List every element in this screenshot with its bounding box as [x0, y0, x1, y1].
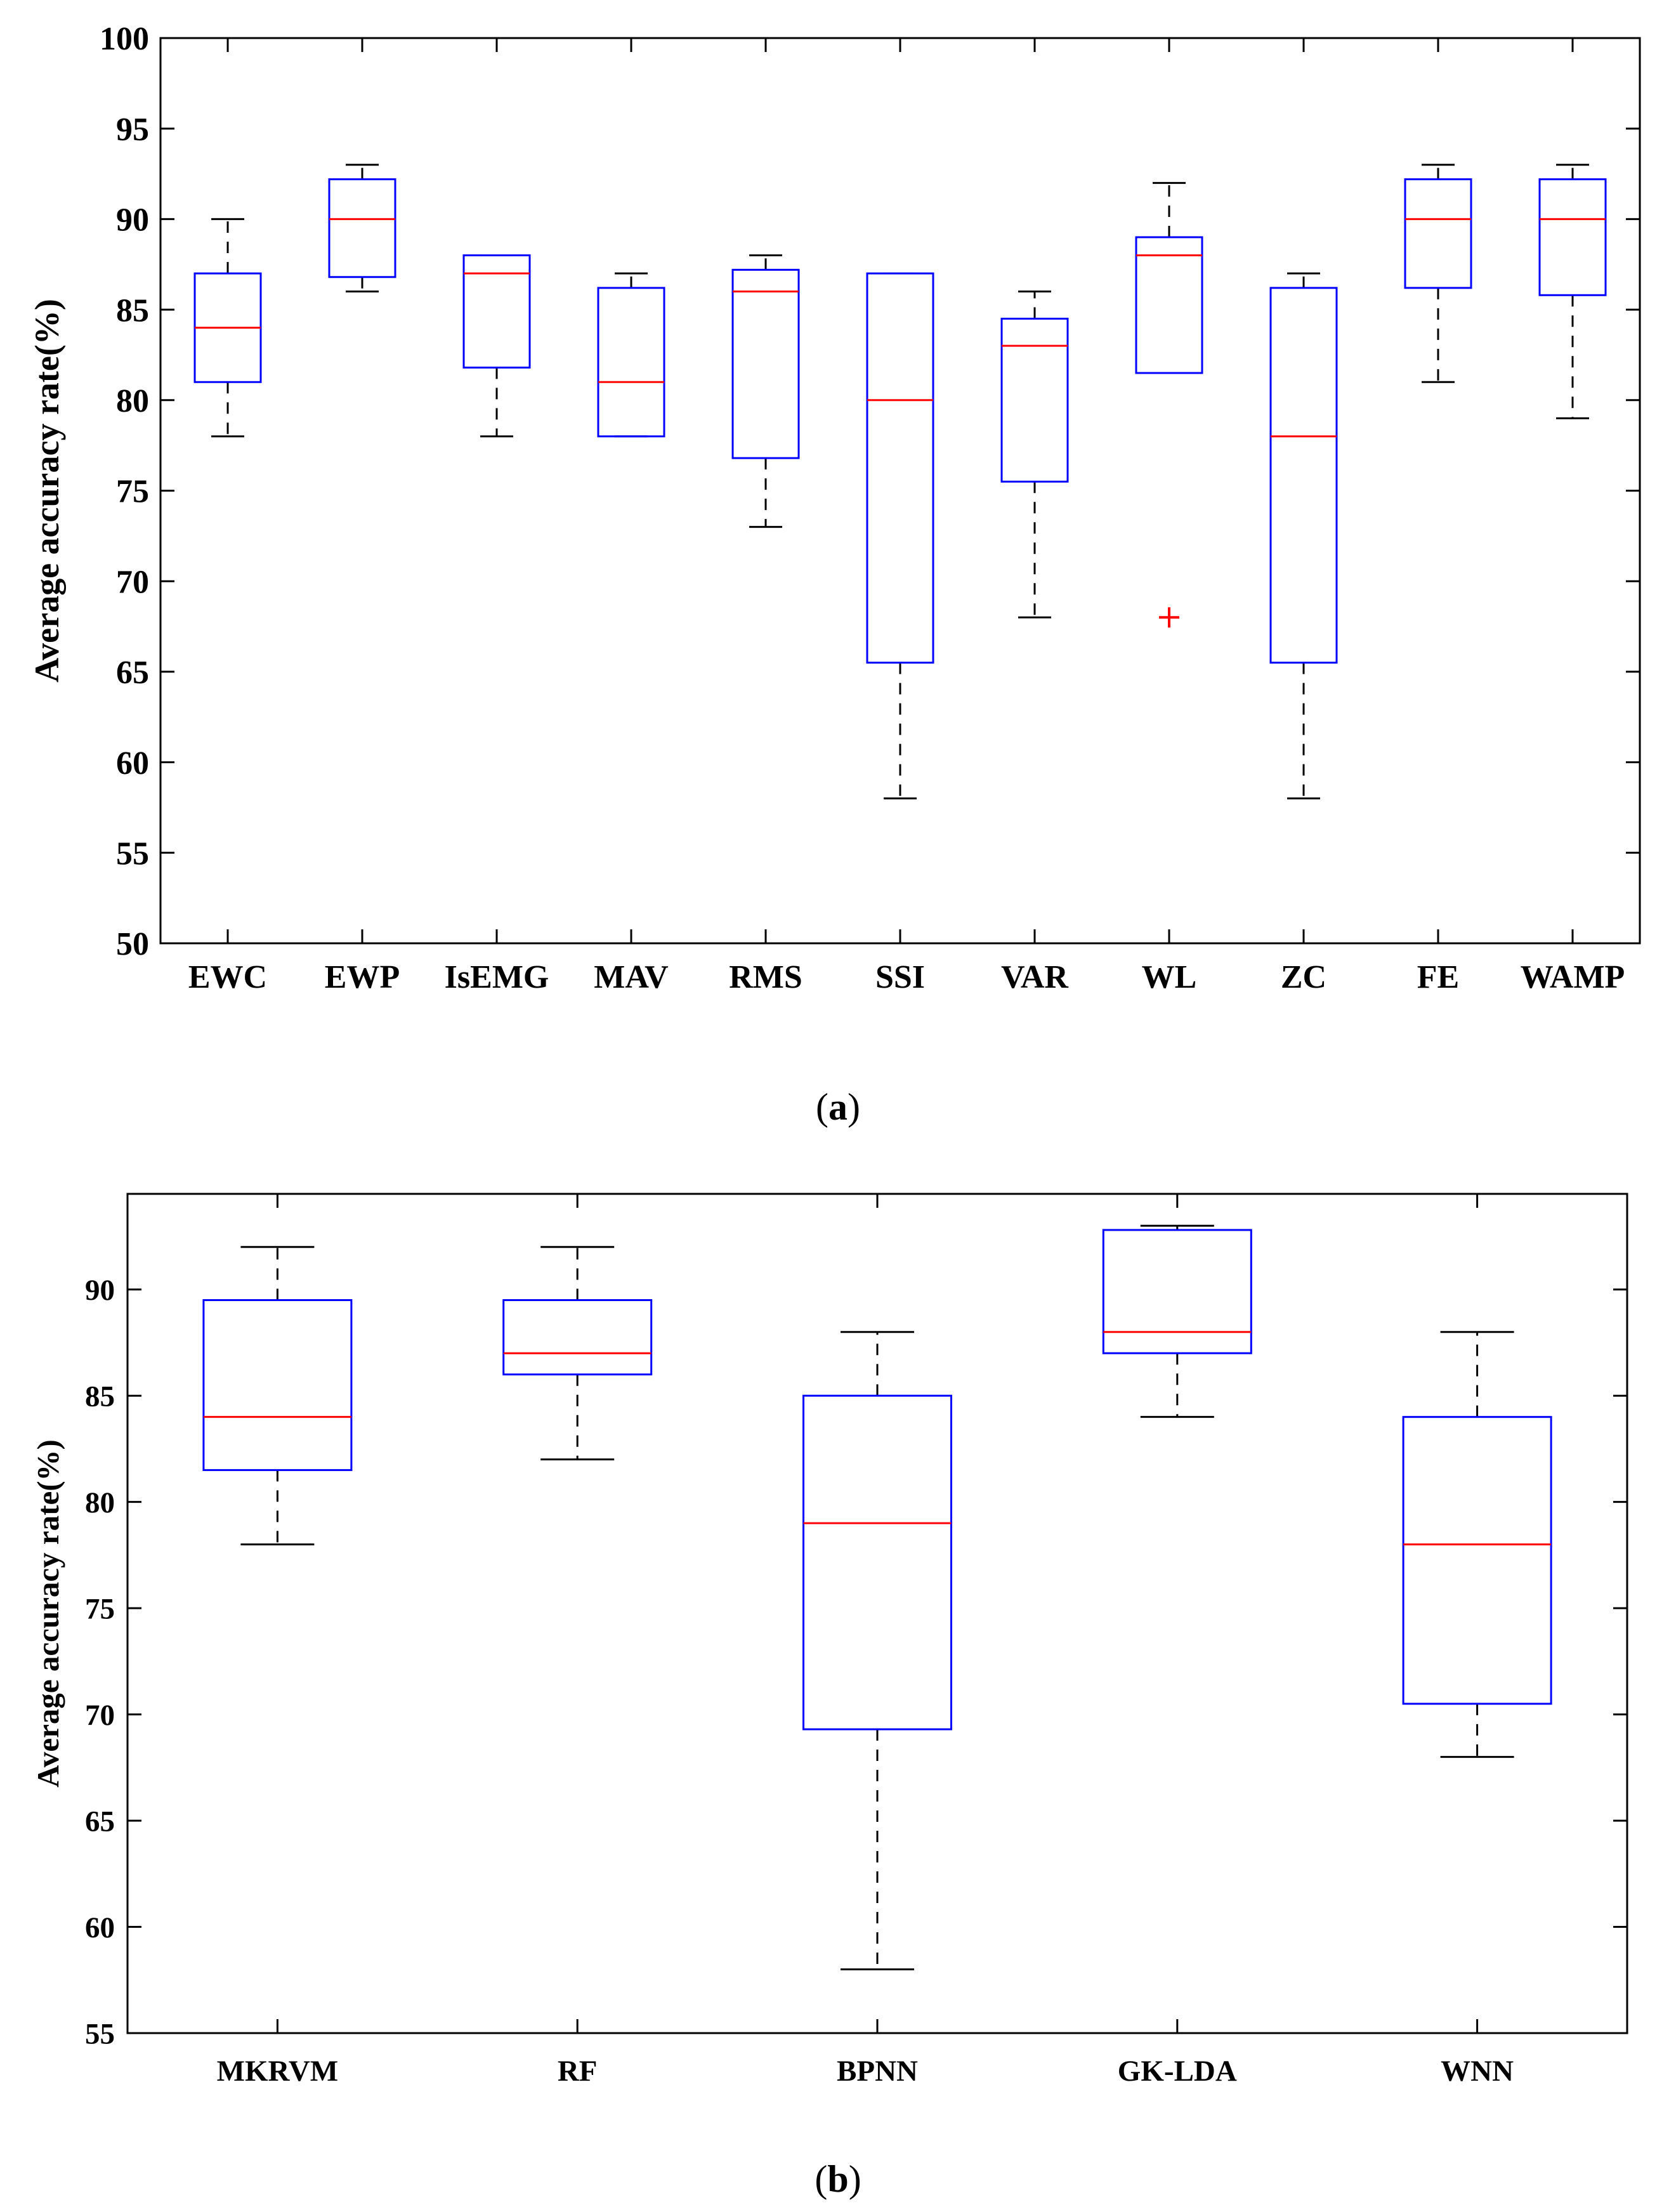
box-wl: [1135, 181, 1203, 628]
y-tick-label: 65: [116, 655, 149, 691]
x-tick-label: VAR: [1001, 959, 1069, 995]
caption-paren-close: ): [848, 1086, 860, 1128]
box-zc: [1269, 272, 1338, 800]
x-tick-label: GK-LDA: [1118, 2055, 1237, 2088]
y-axis-title: Average accuracy rate(%): [28, 299, 66, 683]
iqr-box: [202, 1299, 353, 1471]
y-tick-label: 75: [116, 474, 149, 510]
x-tick-label: ZC: [1281, 959, 1326, 995]
box-fe: [1404, 164, 1472, 383]
iqr-box: [1404, 178, 1472, 289]
x-tick-label: MAV: [594, 959, 668, 995]
x-tick-label: WAMP: [1521, 959, 1625, 995]
x-tick-label: BPNN: [837, 2055, 918, 2088]
y-tick-label: 70: [85, 1699, 115, 1732]
iqr-box: [597, 287, 665, 438]
caption-letter: b: [827, 2158, 848, 2200]
iqr-box: [1000, 317, 1069, 483]
y-tick-label: 55: [85, 2017, 115, 2050]
box-ssi: [866, 272, 934, 800]
box-bpnn: [802, 1331, 952, 1971]
box-var: [1000, 291, 1069, 618]
box-rms: [731, 254, 800, 528]
box-wamp: [1538, 164, 1607, 419]
iqr-box: [1402, 1416, 1552, 1705]
y-tick-label: 75: [85, 1593, 115, 1626]
plot-frame: [159, 37, 1641, 945]
x-tick-label: EWP: [325, 959, 400, 995]
y-tick-label: 85: [85, 1380, 115, 1413]
iqr-box: [866, 272, 934, 664]
chart-panel-b: 55 60 65 70 75 80 85 90 MKRVM RF BPNN GK-LDA WNN Aver…: [30, 1193, 1628, 2200]
iqr-box: [328, 178, 396, 278]
iqr-box: [502, 1299, 653, 1376]
x-tick-label: EWC: [188, 959, 267, 995]
caption-paren-close: ): [849, 2158, 861, 2200]
iqr-box: [802, 1394, 952, 1731]
box-ewc: [193, 218, 262, 438]
iqr-box: [1102, 1229, 1252, 1354]
iqr-box: [462, 254, 531, 369]
x-tick-label: WNN: [1441, 2055, 1514, 2088]
iqr-box: [1135, 236, 1203, 374]
y-tick-label: 50: [116, 926, 149, 962]
y-tick-label: 60: [85, 1911, 115, 1944]
y-tick-label: 80: [116, 383, 149, 419]
caption-letter: a: [828, 1086, 848, 1128]
figure-caption: (a): [816, 1086, 860, 1128]
box-isemg: [462, 254, 531, 438]
iqr-box: [731, 268, 800, 459]
y-tick-label: 95: [116, 112, 149, 148]
y-tick-label: 85: [116, 292, 149, 329]
plot-frame: [126, 1193, 1628, 2034]
caption-paren-open: (: [816, 1086, 828, 1128]
y-axis-title: Average accuracy rate(%): [30, 1439, 65, 1788]
chart-panel-a: 50 55 60 65 70 75 80 85 90 95 100 EWC EWP IsEMG MAV RMS…: [28, 21, 1641, 1128]
box-mkrvm: [202, 1246, 353, 1546]
box-mav: [597, 272, 665, 438]
x-tick-label: RMS: [729, 959, 802, 995]
iqr-box: [1538, 178, 1607, 296]
y-tick-label: 60: [116, 745, 149, 782]
x-tick-label: RF: [558, 2055, 598, 2088]
box-ewp: [328, 164, 396, 293]
outlier-marker: [1159, 607, 1179, 628]
box-gk-lda: [1102, 1224, 1252, 1418]
x-tick-label: WL: [1142, 959, 1197, 995]
y-tick-label: 55: [116, 836, 149, 872]
box-wnn: [1402, 1331, 1552, 1758]
x-tick-label: MKRVM: [217, 2055, 339, 2088]
figure-caption: (b): [815, 2158, 861, 2200]
y-tick-label: 65: [85, 1805, 115, 1838]
x-tick-label: IsEMG: [445, 959, 549, 995]
y-tick-label: 90: [85, 1274, 115, 1307]
y-tick-label: 80: [85, 1486, 115, 1519]
iqr-box: [1269, 287, 1338, 664]
box-rf: [502, 1246, 653, 1461]
x-tick-label: FE: [1417, 959, 1459, 995]
y-tick-label: 90: [116, 202, 149, 239]
y-tick-label: 100: [100, 21, 149, 57]
caption-paren-open: (: [815, 2158, 827, 2200]
y-tick-label: 70: [116, 564, 149, 600]
x-tick-label: SSI: [875, 959, 925, 995]
